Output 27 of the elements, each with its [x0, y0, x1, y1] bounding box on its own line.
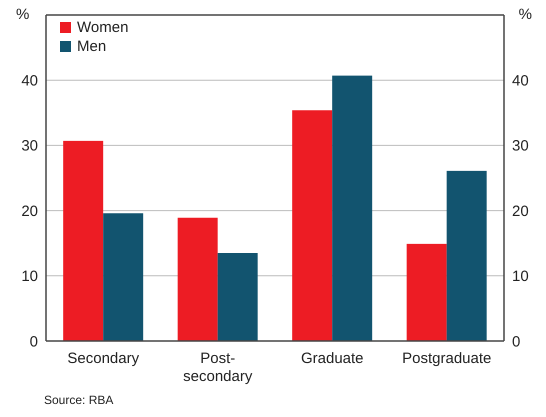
bar: [332, 76, 372, 341]
bar: [178, 218, 218, 341]
y-tick-label: 20: [21, 202, 38, 220]
y2-tick-label: 20: [512, 202, 529, 220]
legend-label: Women: [77, 18, 128, 37]
x-tick-label: Secondary: [67, 350, 140, 367]
y-tick-label: 0: [30, 333, 38, 350]
y-tick-label: 30: [21, 138, 38, 155]
bar: [406, 244, 447, 341]
y2-tick-label: 30: [512, 138, 529, 155]
y2-tick-label: 10: [512, 268, 529, 286]
y-tick-label: 40: [21, 72, 38, 90]
legend-label: Men: [77, 37, 106, 56]
y-axis-title: %: [16, 6, 30, 23]
bar: [292, 110, 332, 341]
bar: [103, 213, 144, 341]
bar: [63, 140, 104, 341]
y-tick-label: 10: [21, 268, 38, 286]
x-tick-label: Postgraduate: [402, 350, 492, 367]
bar: [446, 170, 487, 341]
y2-tick-label: 40: [512, 72, 529, 90]
x-tick-label: Post-secondary: [183, 350, 253, 385]
y2-tick-label: 0: [512, 333, 520, 350]
y2-axis-title: %: [518, 6, 532, 23]
bar: [218, 252, 258, 341]
source-note: Source: RBA: [44, 393, 114, 407]
x-tick-label: Graduate: [300, 350, 364, 367]
